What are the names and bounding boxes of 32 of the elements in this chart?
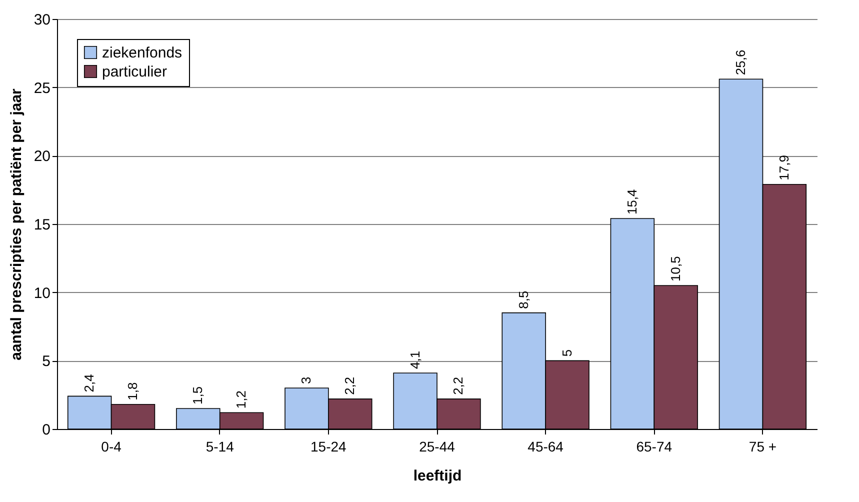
y-tick-label: 0: [42, 422, 50, 438]
x-tick-label: 0-4: [101, 438, 122, 454]
data-label: 1,5: [190, 386, 206, 404]
data-label: 4,1: [407, 350, 422, 369]
x-tick-label: 75 +: [748, 438, 777, 454]
data-label: 25,6: [733, 50, 748, 76]
y-tick-label: 30: [34, 12, 50, 28]
y-tick-label: 10: [34, 284, 50, 302]
legend-label: ziekenfonds: [102, 44, 182, 62]
x-axis-title: leeftijd: [413, 468, 462, 484]
y-tick-label: 20: [34, 148, 50, 166]
x-tick-label: 45-64: [528, 438, 564, 454]
data-label: 2,4: [82, 374, 97, 392]
data-label: 2,2: [450, 376, 466, 395]
data-label: 15,4: [624, 189, 640, 215]
x-tick-label: 25-44: [419, 438, 456, 454]
y-tick-label: 5: [42, 353, 50, 370]
x-tick-label: 65-74: [636, 438, 672, 454]
y-tick-label: 15: [34, 216, 50, 234]
legend-label: particulier: [102, 64, 168, 80]
data-label: 17,9: [776, 155, 792, 180]
data-label: 10,5: [668, 256, 683, 282]
data-label: 2,2: [342, 376, 358, 395]
data-label: 8,5: [516, 290, 531, 309]
x-tick-label: 15-24: [310, 438, 347, 454]
y-tick-label: 25: [34, 80, 50, 97]
data-label: 5: [559, 349, 574, 357]
data-label: 1,2: [234, 390, 249, 409]
data-label: 1,8: [125, 382, 140, 400]
x-tick-label: 5-14: [206, 438, 234, 454]
y-axis-title: aantal prescripties per patiënt per jaar: [8, 88, 25, 360]
data-label: 3: [298, 376, 314, 384]
